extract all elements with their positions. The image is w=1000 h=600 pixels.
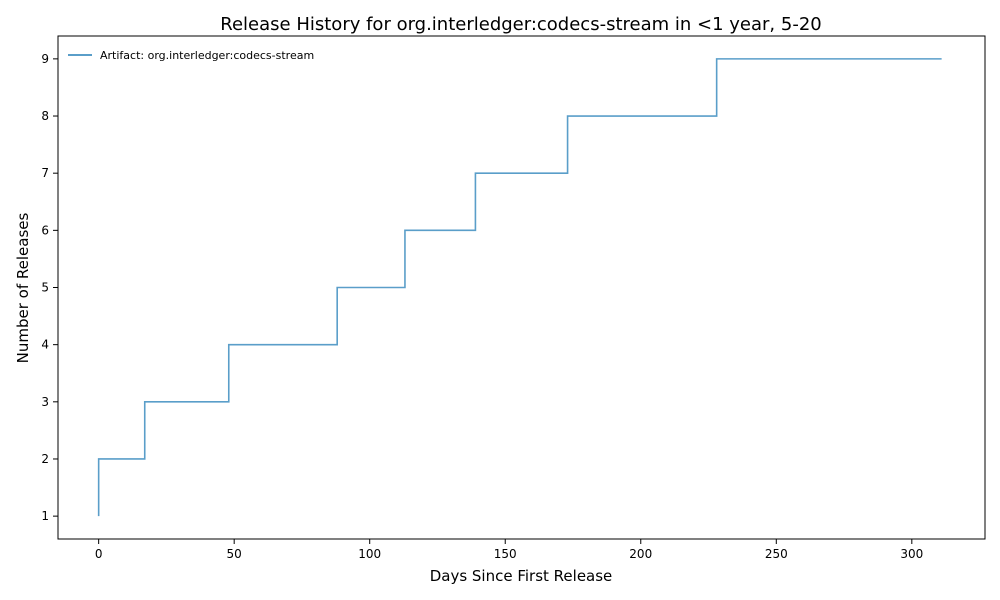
x-tick-label: 100 bbox=[358, 547, 381, 561]
legend-label: Artifact: org.interledger:codecs-stream bbox=[100, 49, 314, 62]
y-tick-label: 3 bbox=[41, 395, 49, 409]
y-axis-ticks: 1 2 3 4 5 6 7 8 9 bbox=[41, 52, 58, 523]
y-tick-label: 9 bbox=[41, 52, 49, 66]
x-tick-label: 0 bbox=[95, 547, 103, 561]
x-tick-label: 200 bbox=[629, 547, 652, 561]
x-axis-label: Days Since First Release bbox=[430, 567, 613, 585]
series-step-line bbox=[97, 58, 942, 517]
legend: Artifact: org.interledger:codecs-stream bbox=[68, 49, 314, 62]
x-tick-label: 300 bbox=[900, 547, 923, 561]
chart-title: Release History for org.interledger:code… bbox=[220, 14, 821, 35]
y-axis-label: Number of Releases bbox=[14, 212, 32, 363]
plot-area bbox=[57, 35, 986, 540]
y-tick-label: 2 bbox=[41, 452, 49, 466]
y-tick-label: 6 bbox=[41, 223, 49, 237]
x-tick-label: 150 bbox=[494, 547, 517, 561]
x-tick-label: 250 bbox=[765, 547, 788, 561]
y-tick-label: 7 bbox=[41, 166, 49, 180]
y-tick-label: 1 bbox=[41, 509, 49, 523]
x-axis-ticks: 0 50 100 150 200 250 300 bbox=[95, 539, 923, 561]
y-tick-label: 5 bbox=[41, 281, 49, 295]
x-tick-label: 50 bbox=[227, 547, 242, 561]
y-tick-label: 4 bbox=[41, 338, 49, 352]
y-tick-label: 8 bbox=[41, 109, 49, 123]
